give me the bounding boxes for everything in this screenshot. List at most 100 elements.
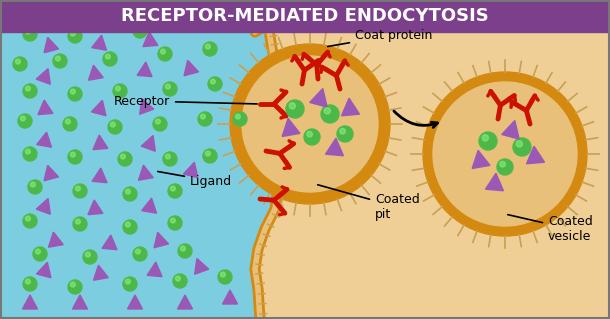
Circle shape [63,117,77,131]
Polygon shape [48,232,63,247]
Circle shape [133,247,147,261]
Circle shape [68,150,82,164]
Circle shape [68,280,82,294]
Text: Ligand: Ligand [158,172,232,188]
Circle shape [307,131,312,137]
Polygon shape [526,146,545,164]
Circle shape [163,152,177,166]
Circle shape [123,220,137,234]
Polygon shape [88,200,103,215]
Circle shape [497,159,513,175]
Polygon shape [36,198,51,214]
Circle shape [230,44,390,204]
Circle shape [26,279,30,284]
Circle shape [120,154,125,159]
Circle shape [70,31,76,36]
Polygon shape [147,262,162,277]
Circle shape [203,42,217,56]
Text: RECEPTOR-MEDIATED ENDOCYTOSIS: RECEPTOR-MEDIATED ENDOCYTOSIS [121,7,489,25]
Circle shape [33,247,47,261]
Polygon shape [143,32,158,47]
Text: Coat protein: Coat protein [328,28,432,47]
Circle shape [135,26,140,31]
Polygon shape [88,65,103,80]
Polygon shape [486,173,503,191]
Circle shape [35,249,40,254]
Circle shape [208,77,222,91]
Polygon shape [37,132,51,147]
Polygon shape [92,35,107,50]
Circle shape [21,116,26,121]
Polygon shape [0,24,280,319]
Circle shape [170,218,175,223]
Polygon shape [93,265,108,280]
Circle shape [23,147,37,161]
Circle shape [170,186,175,191]
Circle shape [76,219,81,224]
Circle shape [115,86,120,91]
Circle shape [26,216,30,221]
Circle shape [206,151,210,156]
Circle shape [118,152,132,166]
Circle shape [23,27,37,41]
Circle shape [220,272,225,277]
Circle shape [516,141,522,147]
Circle shape [70,89,76,94]
Circle shape [68,29,82,43]
Circle shape [135,249,140,254]
Polygon shape [326,138,343,156]
Polygon shape [472,150,490,168]
Circle shape [181,246,185,251]
Circle shape [158,47,172,61]
Circle shape [201,114,206,119]
Circle shape [53,54,67,68]
Circle shape [65,119,70,124]
Circle shape [168,184,182,198]
Circle shape [210,79,215,84]
Polygon shape [44,165,59,181]
Circle shape [165,84,170,89]
Circle shape [235,114,240,119]
Circle shape [433,82,577,226]
Circle shape [28,180,42,194]
Circle shape [337,126,353,142]
Polygon shape [137,62,152,77]
Circle shape [203,149,217,163]
Polygon shape [142,136,156,151]
Circle shape [113,84,127,98]
Polygon shape [38,100,53,115]
Circle shape [13,57,27,71]
Circle shape [56,56,60,61]
Circle shape [176,276,181,281]
Polygon shape [93,135,108,150]
Circle shape [513,138,531,156]
Circle shape [168,216,182,230]
Circle shape [23,84,37,98]
Circle shape [242,56,378,192]
Polygon shape [36,69,51,84]
Polygon shape [184,60,198,76]
Polygon shape [73,295,87,309]
Circle shape [160,49,165,54]
Polygon shape [184,162,198,178]
Circle shape [26,86,30,91]
Bar [0,0,610,32]
Polygon shape [223,290,237,304]
Polygon shape [195,258,209,274]
Circle shape [423,72,587,236]
Polygon shape [140,99,154,114]
Text: Coated
pit: Coated pit [318,185,420,221]
Circle shape [123,277,137,291]
Circle shape [233,112,247,126]
Polygon shape [92,100,106,116]
Circle shape [482,135,489,141]
Circle shape [18,114,32,128]
Circle shape [479,132,497,150]
Circle shape [103,52,117,66]
Circle shape [73,217,87,231]
Polygon shape [37,262,51,278]
Polygon shape [310,89,327,107]
Circle shape [156,119,160,124]
Circle shape [126,189,131,194]
Circle shape [26,149,30,154]
